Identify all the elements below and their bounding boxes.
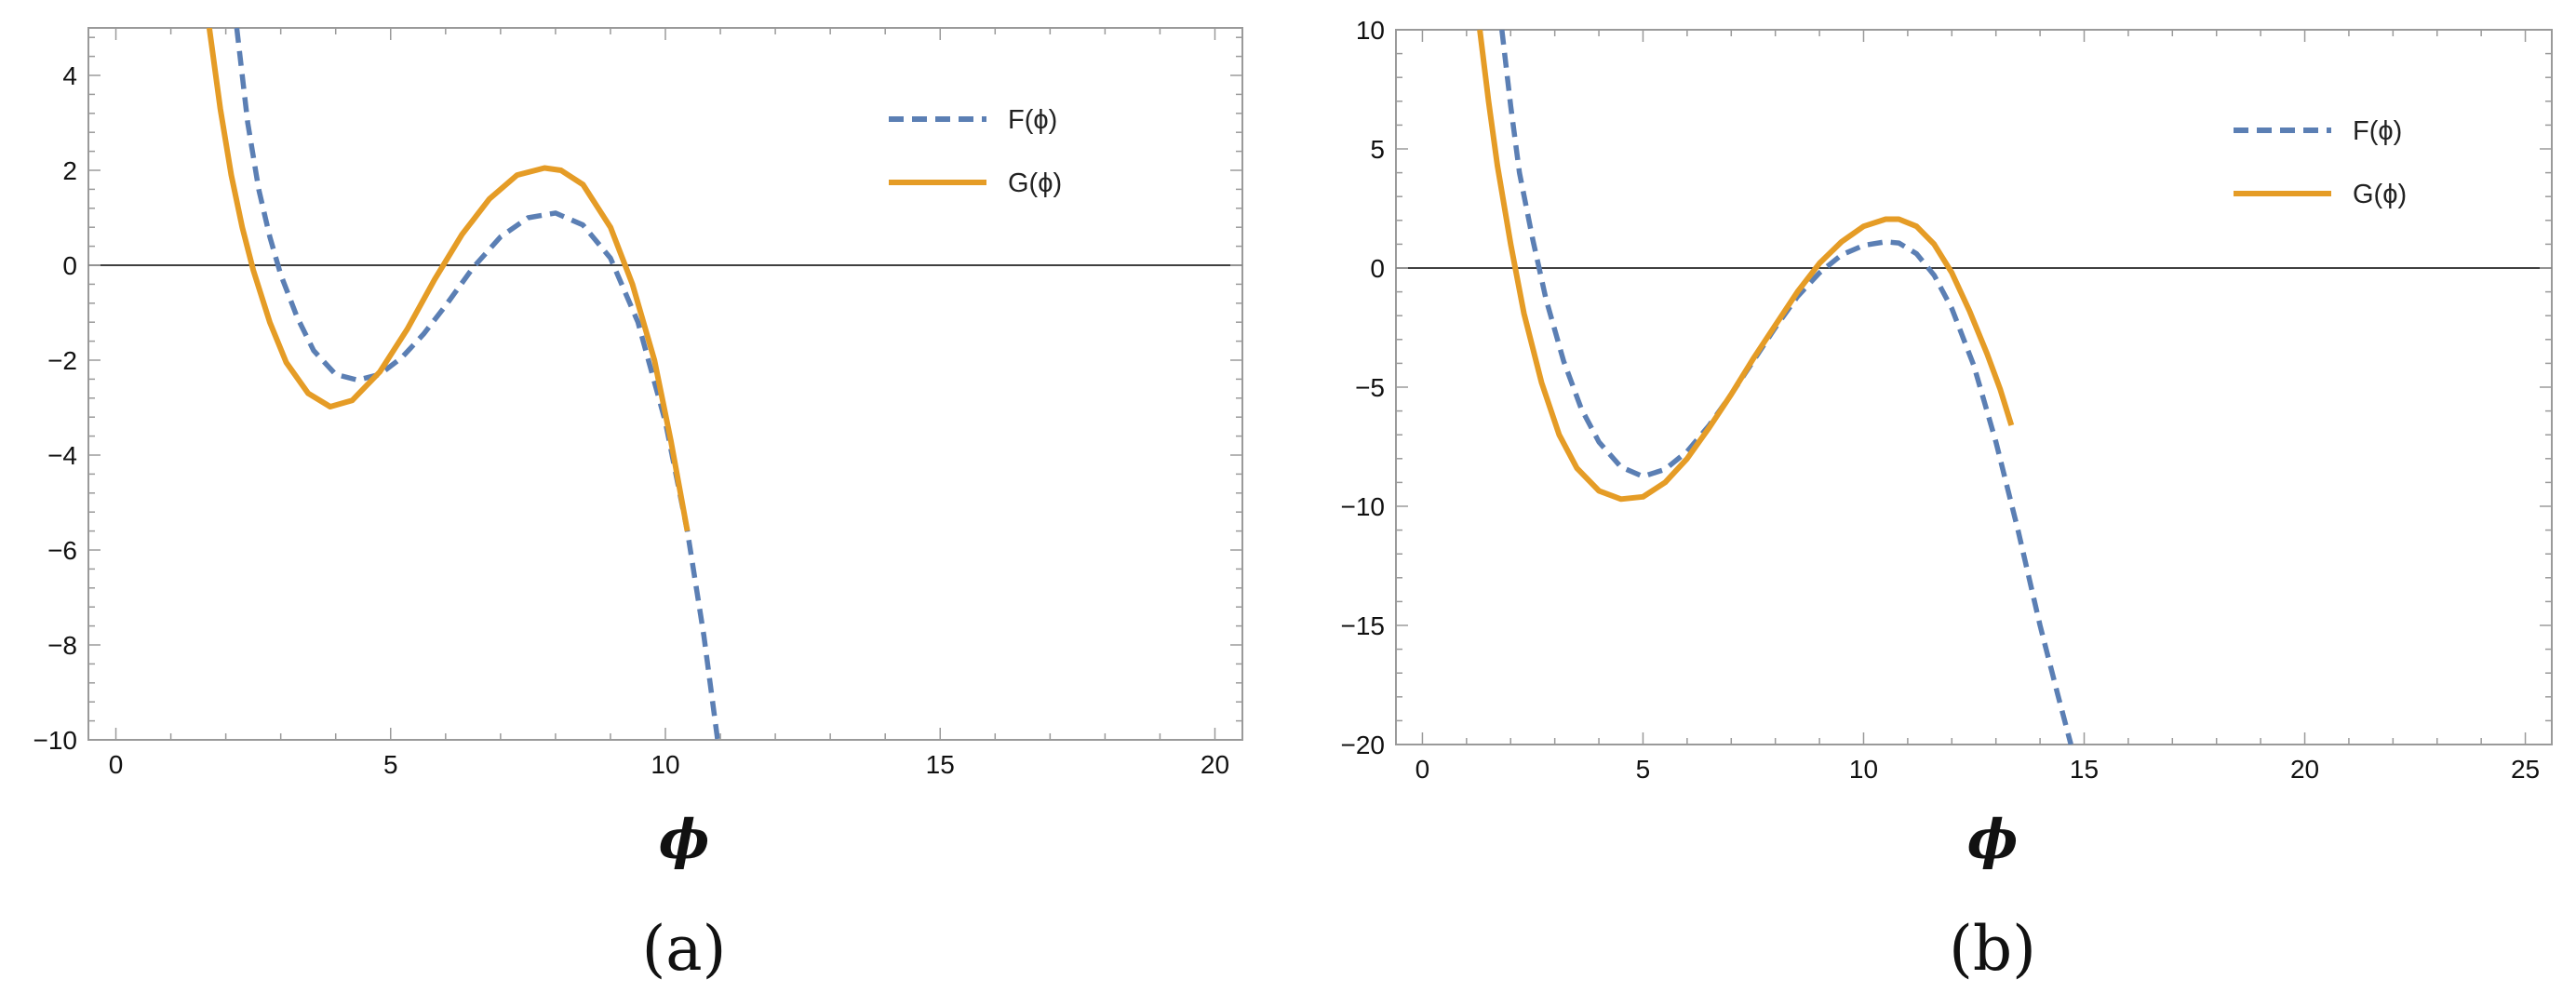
y-tick-label: −15 — [1341, 611, 1386, 640]
x-tick-label: 10 — [1849, 755, 1878, 784]
chart-panel-a: 0 5 10 15 20 −10 −8 −6 −4 −2 0 2 4 F(ϕ) G(ϕ) ϕ (a) — [34, 27, 1243, 985]
legend-label: F(ϕ) — [1008, 105, 1057, 135]
series-line-g — [206, 28, 691, 532]
y-tick-label: 0 — [1370, 254, 1385, 283]
y-tick-label: 0 — [62, 251, 77, 280]
x-axis-label: ϕ — [659, 808, 710, 871]
legend-label: G(ϕ) — [2353, 180, 2407, 209]
panel-label: (a) — [642, 913, 727, 985]
legend-label: F(ϕ) — [2353, 116, 2402, 146]
ticks-layer: 0 5 10 15 20 25 −20 −15 −10 −5 0 5 10 — [1341, 16, 2552, 784]
legend: F(ϕ) G(ϕ) — [889, 105, 1062, 198]
y-tick-label: −2 — [47, 346, 77, 375]
plot-frame — [87, 27, 1243, 741]
y-tick-label: −10 — [34, 726, 78, 755]
x-tick-label: 5 — [383, 750, 398, 779]
series-line-g — [1477, 30, 2015, 503]
x-tick-label: 15 — [2070, 755, 2099, 784]
ticks-layer: 0 5 10 15 20 −10 −8 −6 −4 −2 0 2 4 — [34, 28, 1242, 779]
chart-panel-b: 0 5 10 15 20 25 −20 −15 −10 −5 0 5 10 F(ϕ) G(ϕ) ϕ (b) — [1341, 16, 2553, 985]
y-tick-label: −8 — [47, 631, 77, 660]
y-tick-label: −5 — [1355, 373, 1385, 402]
y-tick-label: 2 — [62, 156, 77, 185]
series-layer — [1477, 30, 2073, 745]
y-tick-label: −4 — [47, 441, 77, 470]
plot-area-border — [87, 27, 1243, 741]
legend-label: G(ϕ) — [1008, 168, 1062, 198]
x-axis-label: ϕ — [1967, 808, 2019, 871]
x-tick-label: 10 — [651, 750, 679, 779]
y-tick-label: −20 — [1341, 731, 1386, 759]
panel-label: (b) — [1949, 913, 2036, 985]
x-tick-label: 25 — [2511, 755, 2540, 784]
x-tick-label: 20 — [1201, 750, 1229, 779]
x-tick-label: 15 — [926, 750, 955, 779]
series-line-f — [1499, 30, 2073, 745]
y-tick-label: 5 — [1370, 135, 1385, 164]
series-line-f — [234, 28, 720, 740]
y-tick-label: 10 — [1356, 16, 1385, 45]
series-layer — [206, 28, 720, 740]
x-tick-label: 0 — [1415, 755, 1430, 784]
x-tick-label: 0 — [109, 750, 124, 779]
y-tick-label: 4 — [62, 61, 77, 90]
y-tick-label: −10 — [1341, 492, 1386, 521]
y-tick-label: −6 — [47, 536, 77, 565]
legend: F(ϕ) G(ϕ) — [2234, 116, 2407, 209]
x-tick-label: 20 — [2290, 755, 2319, 784]
x-tick-label: 5 — [1636, 755, 1651, 784]
